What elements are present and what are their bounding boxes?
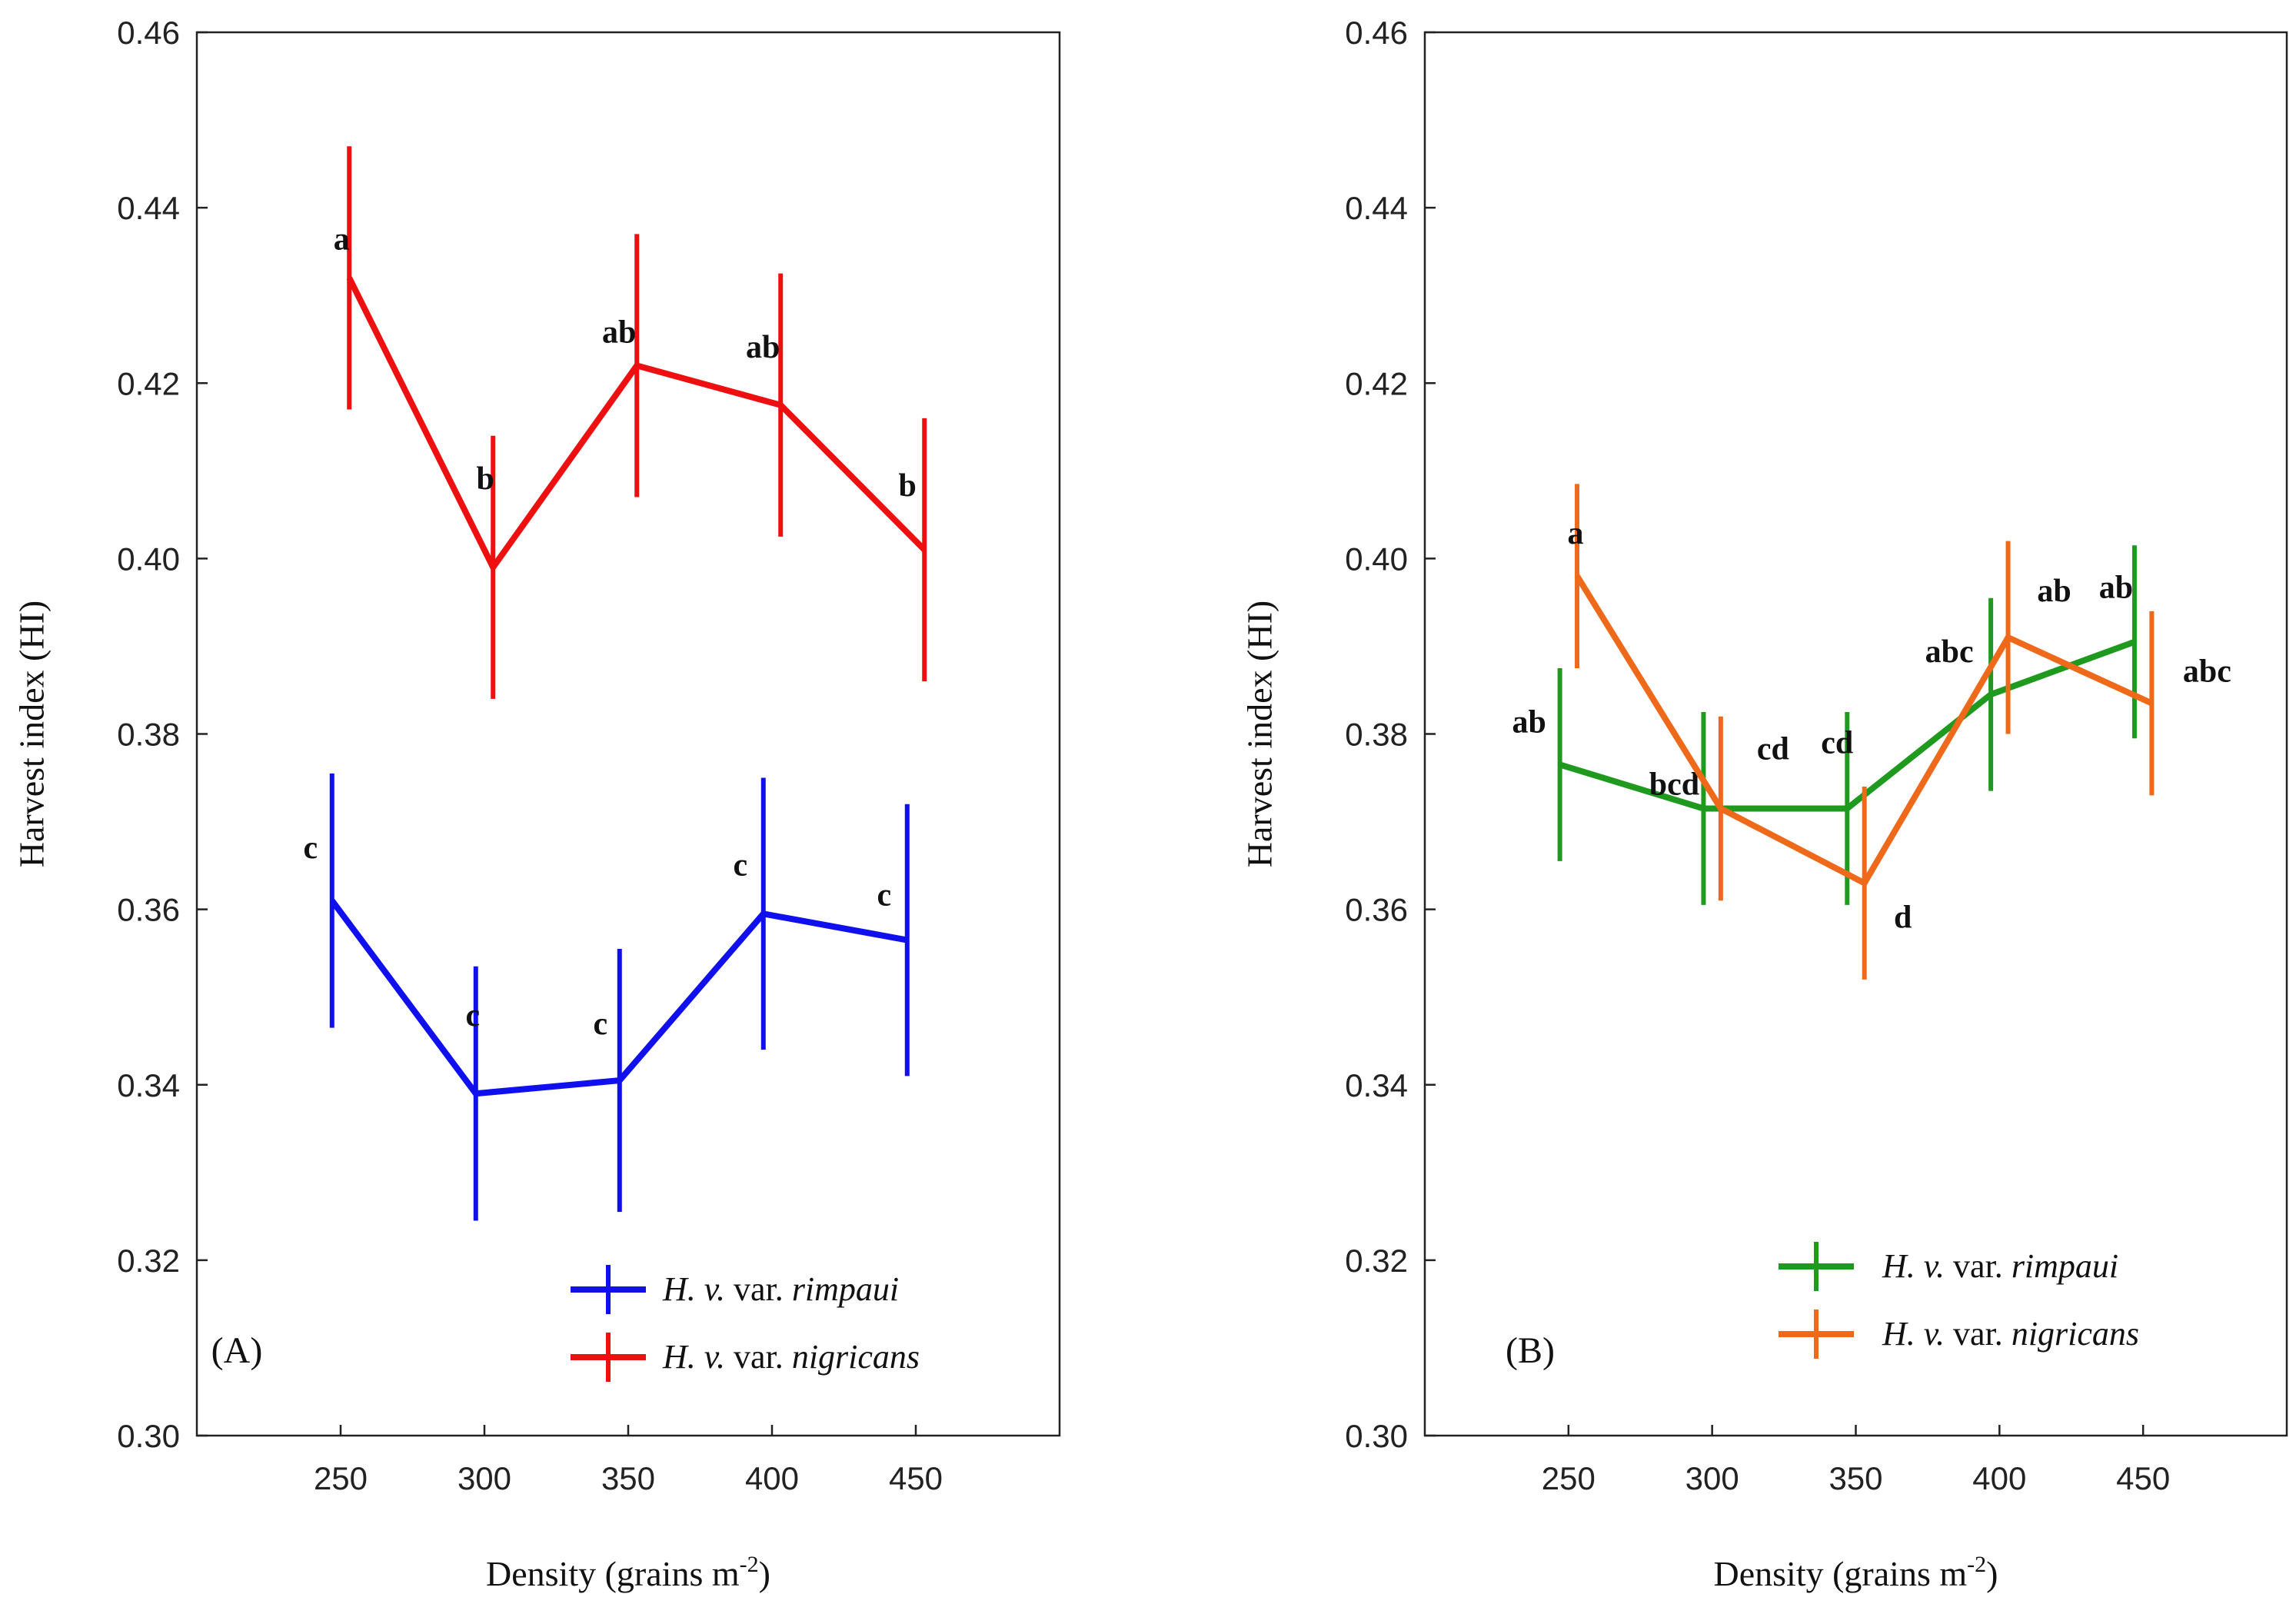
- legend-var: var.: [1945, 1247, 2011, 1285]
- x-tick-label: 300: [1685, 1460, 1739, 1496]
- x-tick-label: 450: [889, 1460, 943, 1496]
- legend-entry: H. v. var. rimpaui: [1779, 1242, 2118, 1291]
- significance-letter: ab: [746, 330, 780, 365]
- panel-label: (A): [211, 1330, 263, 1371]
- legend-var: var.: [725, 1270, 792, 1308]
- y-tick-label: 0.34: [1345, 1067, 1408, 1103]
- x-tick-label: 350: [1828, 1460, 1882, 1496]
- y-tick-label: 0.38: [1345, 717, 1408, 753]
- y-axis-title: Harvest index (HI): [1240, 601, 1279, 867]
- x-tick-label: 250: [314, 1460, 368, 1496]
- legend-label: H. v. var. rimpaui: [1882, 1247, 2118, 1285]
- significance-letter: ab: [2099, 571, 2133, 606]
- legend-var: var.: [1945, 1315, 2011, 1353]
- x-axis-title-close: ): [1986, 1554, 1998, 1593]
- legend-var: var.: [725, 1338, 792, 1376]
- legend-entry: H. v. var. nigricans: [571, 1333, 920, 1382]
- legend-species: H. v.: [662, 1270, 725, 1308]
- significance-letter: ab: [602, 314, 636, 350]
- x-tick-label: 250: [1542, 1460, 1596, 1496]
- y-tick-label: 0.46: [1345, 15, 1408, 51]
- significance-letter: c: [593, 1007, 607, 1042]
- y-tick-label: 0.46: [117, 15, 180, 51]
- significance-letter: c: [465, 998, 480, 1033]
- significance-letter: cd: [1757, 731, 1789, 767]
- significance-letter: ab: [2037, 574, 2071, 609]
- x-tick-label: 450: [2116, 1460, 2170, 1496]
- y-tick-label: 0.36: [117, 892, 180, 928]
- x-axis-title-main: Density (grains m: [486, 1554, 740, 1593]
- y-tick-label: 0.40: [1345, 541, 1408, 577]
- legend-label: H. v. var. rimpaui: [662, 1270, 899, 1308]
- series-line: [1559, 638, 2136, 812]
- y-tick-label: 0.40: [117, 541, 180, 577]
- y-tick-label: 0.30: [117, 1418, 180, 1454]
- series-rimpaui: ab bcd cd abc ab: [1512, 545, 2137, 905]
- x-tick-label: 350: [601, 1460, 655, 1496]
- series-nigricans: a cd d ab abc: [1568, 484, 2231, 980]
- plot-frame: [1423, 31, 2288, 1437]
- panel-label: (B): [1506, 1330, 1555, 1371]
- plot-frame: [195, 31, 1061, 1437]
- y-tick-label: 0.30: [1345, 1418, 1408, 1454]
- series-line: [1574, 574, 2154, 887]
- y-tick-label: 0.34: [117, 1067, 180, 1103]
- legend-label: H. v. var. nigricans: [1882, 1315, 2139, 1353]
- y-tick-label: 0.42: [1345, 365, 1408, 401]
- legend-variety: nigricans: [792, 1338, 920, 1376]
- legend-entry: H. v. var. rimpaui: [571, 1265, 899, 1314]
- y-tick-label: 0.38: [117, 717, 180, 753]
- significance-letter: ab: [1512, 704, 1546, 740]
- y-tick-label: 0.44: [1345, 190, 1408, 226]
- series-line: [329, 898, 908, 1097]
- legend-variety: rimpaui: [792, 1270, 899, 1308]
- legend-species: H. v.: [662, 1338, 725, 1376]
- series-rimpaui: c c c c c: [303, 773, 910, 1221]
- x-axis-title-sup: -2: [740, 1552, 759, 1577]
- x-axis-title-close: ): [759, 1554, 770, 1593]
- x-axis-title: Density (grains m-2): [486, 1552, 770, 1593]
- series-line: [346, 276, 927, 574]
- significance-letter: cd: [1821, 725, 1853, 760]
- y-tick-label: 0.32: [117, 1243, 180, 1279]
- significance-letter: c: [733, 847, 747, 883]
- x-tick-label: 300: [458, 1460, 511, 1496]
- legend-species: H. v.: [1882, 1247, 1945, 1285]
- significance-letter: c: [877, 878, 891, 913]
- y-tick-label: 0.44: [117, 190, 180, 226]
- significance-letter: b: [477, 461, 494, 497]
- significance-letter: a: [1568, 516, 1584, 551]
- significance-letter: bcd: [1649, 767, 1699, 802]
- y-tick-label: 0.42: [117, 365, 180, 401]
- legend-variety: nigricans: [2011, 1315, 2139, 1353]
- y-tick-label: 0.36: [1345, 892, 1408, 928]
- y-tick-label: 0.32: [1345, 1243, 1408, 1279]
- panel-b-chart: 0.30 0.32 0.34 0.36 0.38 0.40 0.42 0.44 0.46 250 3…: [1240, 15, 2288, 1593]
- x-axis-title-main: Density (grains m: [1714, 1554, 1968, 1593]
- y-axis-title: Harvest index (HI): [12, 601, 52, 867]
- significance-letter: abc: [1925, 634, 1974, 670]
- significance-letter: a: [334, 221, 350, 257]
- significance-letter: abc: [2183, 654, 2231, 690]
- x-tick-label: 400: [1972, 1460, 2026, 1496]
- x-axis-title: Density (grains m-2): [1714, 1552, 1998, 1593]
- significance-letter: c: [303, 830, 318, 866]
- legend-species: H. v.: [1882, 1315, 1945, 1353]
- panel-a-chart: 0.30 0.32 0.34 0.36 0.38 0.40 0.42 0.44 0.46 250 3…: [12, 15, 1061, 1593]
- x-axis-title-sup: -2: [1967, 1552, 1986, 1577]
- significance-letter: b: [899, 468, 917, 504]
- legend-label: H. v. var. nigricans: [662, 1338, 920, 1376]
- x-tick-label: 400: [745, 1460, 799, 1496]
- legend-entry: H. v. var. nigricans: [1779, 1310, 2139, 1359]
- significance-letter: d: [1894, 900, 1912, 935]
- legend-variety: rimpaui: [2011, 1247, 2118, 1285]
